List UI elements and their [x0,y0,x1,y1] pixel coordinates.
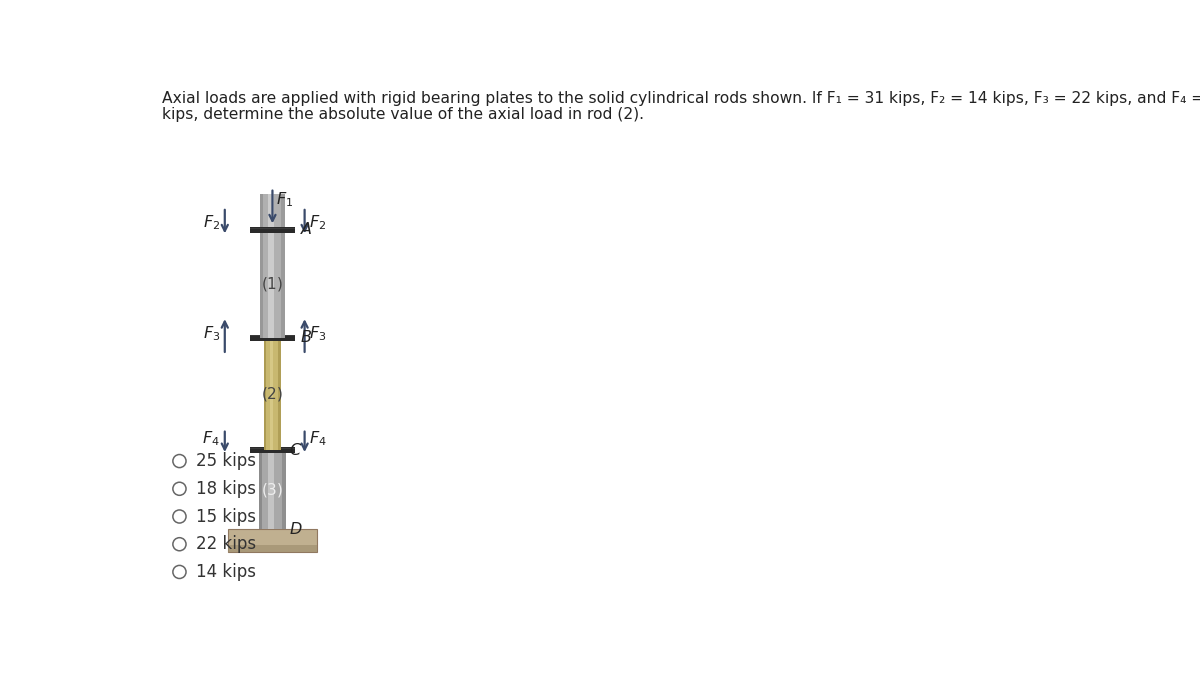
Text: 25 kips: 25 kips [197,452,257,470]
Text: kips, determine the absolute value of the axial load in rod (2).: kips, determine the absolute value of th… [162,107,643,122]
Bar [259,450,286,529]
Text: 22 kips: 22 kips [197,535,257,554]
Bar [270,338,274,450]
Text: $\mathit{F}_3$: $\mathit{F}_3$ [203,325,220,343]
Bar [264,338,266,450]
Text: 15 kips: 15 kips [197,507,257,526]
Bar [250,227,295,233]
Bar [268,450,274,529]
Text: $\mathit{(3)}$: $\mathit{(3)}$ [262,480,283,498]
Bar [250,335,295,336]
Text: $\mathit{C}$: $\mathit{C}$ [289,442,302,457]
Bar [264,338,281,450]
Bar [259,194,263,338]
Bar [250,447,295,453]
Text: 18 kips: 18 kips [197,480,257,498]
Bar [228,545,317,552]
Bar [228,529,317,552]
Text: $\mathit{(2)}$: $\mathit{(2)}$ [262,385,283,403]
Bar [250,448,295,449]
Text: $\mathit{B}$: $\mathit{B}$ [300,329,312,345]
Text: Axial loads are applied with rigid bearing plates to the solid cylindrical rods : Axial loads are applied with rigid beari… [162,91,1200,107]
Bar [282,194,286,338]
Text: $\mathit{A}$: $\mathit{A}$ [300,221,313,237]
Bar [259,194,286,338]
Bar [278,338,281,450]
Text: $\mathit{(1)}$: $\mathit{(1)}$ [262,275,283,293]
Bar [268,194,274,338]
Text: $\mathit{F}_2$: $\mathit{F}_2$ [203,213,220,232]
Text: 14 kips: 14 kips [197,563,257,581]
Text: $\mathit{F}_3$: $\mathit{F}_3$ [310,325,326,343]
Bar [250,335,295,341]
Text: $\mathit{F}_1$: $\mathit{F}_1$ [276,190,293,209]
Bar [282,450,286,529]
Text: $\mathit{F}_4$: $\mathit{F}_4$ [203,429,220,448]
Text: $\mathit{D}$: $\mathit{D}$ [289,521,302,537]
Text: $\mathit{F}_4$: $\mathit{F}_4$ [310,429,326,448]
Bar [259,450,263,529]
Bar [250,228,295,229]
Text: $\mathit{F}_2$: $\mathit{F}_2$ [310,213,326,232]
